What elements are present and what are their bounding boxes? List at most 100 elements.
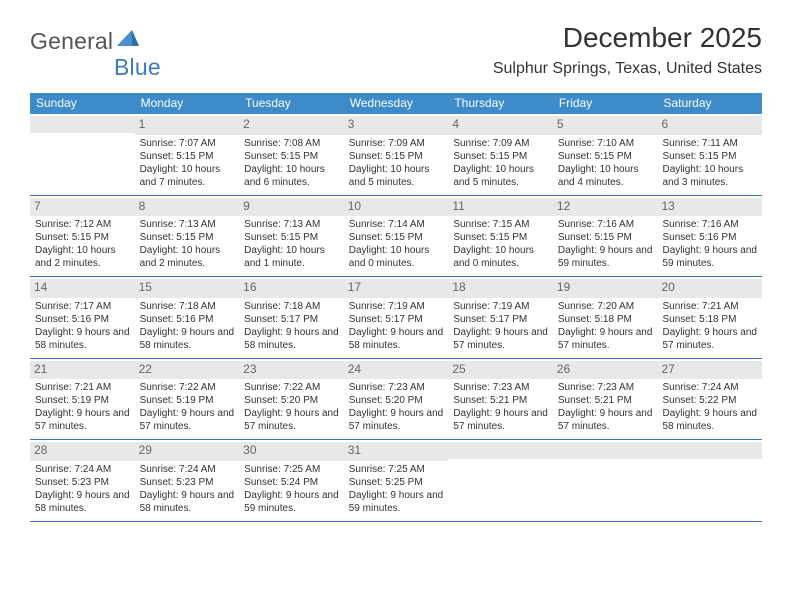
sunrise-text: Sunrise: 7:24 AM [662,381,757,394]
sunset-text: Sunset: 5:16 PM [140,313,235,326]
sunset-text: Sunset: 5:21 PM [453,394,548,407]
calendar-grid: Sunday Monday Tuesday Wednesday Thursday… [30,93,762,522]
daylight-text: Daylight: 9 hours and 57 minutes. [349,407,444,433]
weekday-wednesday: Wednesday [344,93,449,114]
title-block: December 2025 Sulphur Springs, Texas, Un… [493,22,762,78]
sunset-text: Sunset: 5:18 PM [662,313,757,326]
sunrise-text: Sunrise: 7:10 AM [558,137,653,150]
sunrise-text: Sunrise: 7:13 AM [140,218,235,231]
weekday-tuesday: Tuesday [239,93,344,114]
day-cell: 28Sunrise: 7:24 AMSunset: 5:23 PMDayligh… [30,440,135,521]
empty-day-header [448,442,553,459]
day-number: 13 [657,198,762,217]
day-number: 17 [344,279,449,298]
day-cell: 31Sunrise: 7:25 AMSunset: 5:25 PMDayligh… [344,440,449,521]
sunrise-text: Sunrise: 7:16 AM [558,218,653,231]
day-number: 19 [553,279,658,298]
daylight-text: Daylight: 9 hours and 58 minutes. [349,326,444,352]
logo: General [30,22,119,55]
day-number: 25 [448,361,553,380]
daylight-text: Daylight: 9 hours and 57 minutes. [558,326,653,352]
sunrise-text: Sunrise: 7:15 AM [453,218,548,231]
empty-day-header [553,442,658,459]
empty-day-header [657,442,762,459]
day-cell: 9Sunrise: 7:13 AMSunset: 5:15 PMDaylight… [239,196,344,277]
sunrise-text: Sunrise: 7:20 AM [558,300,653,313]
day-cell: 11Sunrise: 7:15 AMSunset: 5:15 PMDayligh… [448,196,553,277]
sunset-text: Sunset: 5:15 PM [140,150,235,163]
sunrise-text: Sunrise: 7:21 AM [35,381,130,394]
daylight-text: Daylight: 9 hours and 58 minutes. [244,326,339,352]
sunrise-text: Sunrise: 7:09 AM [453,137,548,150]
daylight-text: Daylight: 9 hours and 58 minutes. [662,407,757,433]
sunset-text: Sunset: 5:16 PM [662,231,757,244]
sunrise-text: Sunrise: 7:11 AM [662,137,757,150]
sunrise-text: Sunrise: 7:21 AM [662,300,757,313]
weekday-monday: Monday [135,93,240,114]
day-cell: 1Sunrise: 7:07 AMSunset: 5:15 PMDaylight… [135,114,240,195]
day-cell [553,440,658,521]
daylight-text: Daylight: 9 hours and 59 minutes. [558,244,653,270]
logo-text-blue: Blue [114,54,161,81]
day-cell: 25Sunrise: 7:23 AMSunset: 5:21 PMDayligh… [448,359,553,440]
sunset-text: Sunset: 5:15 PM [453,231,548,244]
day-cell: 10Sunrise: 7:14 AMSunset: 5:15 PMDayligh… [344,196,449,277]
daylight-text: Daylight: 10 hours and 5 minutes. [349,163,444,189]
weekday-thursday: Thursday [448,93,553,114]
sunrise-text: Sunrise: 7:22 AM [244,381,339,394]
sunset-text: Sunset: 5:19 PM [140,394,235,407]
sunrise-text: Sunrise: 7:22 AM [140,381,235,394]
daylight-text: Daylight: 9 hours and 57 minutes. [453,407,548,433]
daylight-text: Daylight: 9 hours and 58 minutes. [140,489,235,515]
day-number: 28 [30,442,135,461]
sunrise-text: Sunrise: 7:24 AM [140,463,235,476]
sunrise-text: Sunrise: 7:16 AM [662,218,757,231]
sunset-text: Sunset: 5:25 PM [349,476,444,489]
sunset-text: Sunset: 5:15 PM [140,231,235,244]
day-cell: 17Sunrise: 7:19 AMSunset: 5:17 PMDayligh… [344,277,449,358]
month-title: December 2025 [493,22,762,54]
day-cell [657,440,762,521]
day-number: 6 [657,116,762,135]
day-cell: 7Sunrise: 7:12 AMSunset: 5:15 PMDaylight… [30,196,135,277]
day-number: 2 [239,116,344,135]
daylight-text: Daylight: 9 hours and 57 minutes. [35,407,130,433]
sunset-text: Sunset: 5:15 PM [453,150,548,163]
sunset-text: Sunset: 5:24 PM [244,476,339,489]
sunrise-text: Sunrise: 7:07 AM [140,137,235,150]
day-number: 5 [553,116,658,135]
day-cell: 6Sunrise: 7:11 AMSunset: 5:15 PMDaylight… [657,114,762,195]
day-cell: 15Sunrise: 7:18 AMSunset: 5:16 PMDayligh… [135,277,240,358]
day-cell: 27Sunrise: 7:24 AMSunset: 5:22 PMDayligh… [657,359,762,440]
sunrise-text: Sunrise: 7:25 AM [349,463,444,476]
day-number: 4 [448,116,553,135]
daylight-text: Daylight: 9 hours and 57 minutes. [662,326,757,352]
day-cell: 23Sunrise: 7:22 AMSunset: 5:20 PMDayligh… [239,359,344,440]
day-number: 9 [239,198,344,217]
day-number: 27 [657,361,762,380]
week-row: 7Sunrise: 7:12 AMSunset: 5:15 PMDaylight… [30,196,762,278]
sunset-text: Sunset: 5:19 PM [35,394,130,407]
day-cell: 2Sunrise: 7:08 AMSunset: 5:15 PMDaylight… [239,114,344,195]
day-cell: 18Sunrise: 7:19 AMSunset: 5:17 PMDayligh… [448,277,553,358]
weekday-saturday: Saturday [657,93,762,114]
daylight-text: Daylight: 9 hours and 57 minutes. [453,326,548,352]
sunrise-text: Sunrise: 7:18 AM [244,300,339,313]
daylight-text: Daylight: 9 hours and 58 minutes. [35,326,130,352]
daylight-text: Daylight: 9 hours and 57 minutes. [244,407,339,433]
sunrise-text: Sunrise: 7:13 AM [244,218,339,231]
daylight-text: Daylight: 10 hours and 7 minutes. [140,163,235,189]
calendar-page: General December 2025 Sulphur Springs, T… [0,0,792,542]
day-cell [30,114,135,195]
day-number: 20 [657,279,762,298]
sunrise-text: Sunrise: 7:12 AM [35,218,130,231]
sunrise-text: Sunrise: 7:18 AM [140,300,235,313]
day-number: 14 [30,279,135,298]
sunset-text: Sunset: 5:15 PM [244,231,339,244]
day-cell: 22Sunrise: 7:22 AMSunset: 5:19 PMDayligh… [135,359,240,440]
daylight-text: Daylight: 9 hours and 59 minutes. [662,244,757,270]
daylight-text: Daylight: 9 hours and 57 minutes. [140,407,235,433]
day-cell: 3Sunrise: 7:09 AMSunset: 5:15 PMDaylight… [344,114,449,195]
day-number: 15 [135,279,240,298]
day-number: 18 [448,279,553,298]
